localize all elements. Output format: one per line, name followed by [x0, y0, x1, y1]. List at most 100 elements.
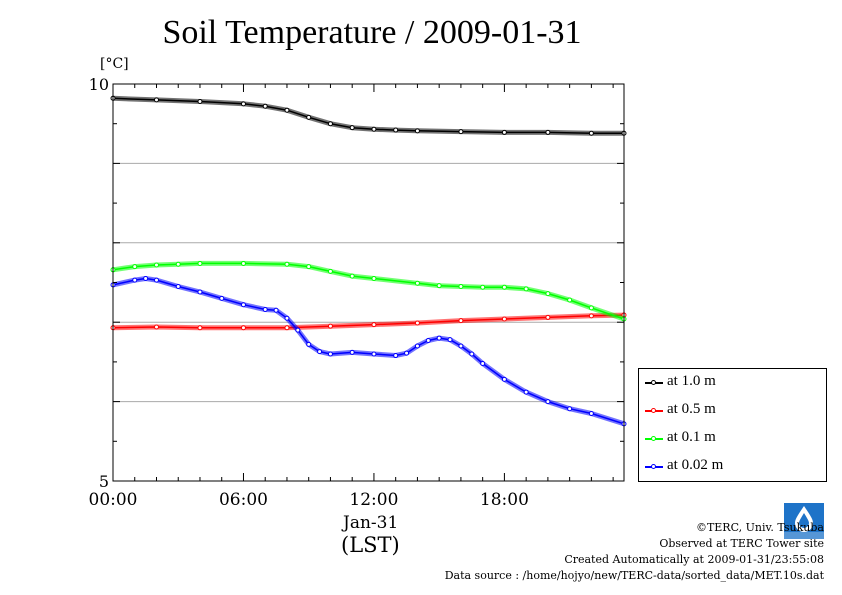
- data-point: [327, 323, 333, 329]
- data-point: [588, 313, 594, 319]
- data-point: [501, 376, 507, 382]
- data-point: [545, 399, 551, 405]
- data-point: [545, 314, 551, 320]
- data-point: [153, 277, 159, 283]
- terc-logo-icon: [784, 503, 824, 539]
- data-point: [317, 349, 323, 355]
- data-point: [143, 276, 149, 282]
- data-point: [175, 261, 181, 267]
- data-point: [425, 337, 431, 343]
- data-point: [458, 343, 464, 349]
- data-point: [414, 280, 420, 286]
- data-point: [349, 349, 355, 355]
- y-tick-label: 10: [89, 75, 109, 94]
- data-point: [371, 322, 377, 328]
- data-point: [414, 128, 420, 134]
- data-point: [393, 353, 399, 359]
- legend-marker-icon: [651, 380, 656, 385]
- legend-label: at 0.5 m: [667, 401, 716, 417]
- data-point: [153, 324, 159, 330]
- legend-marker-icon: [651, 436, 656, 441]
- data-point: [349, 273, 355, 279]
- site-text: Observed at TERC Tower site: [659, 537, 824, 550]
- data-point: [371, 276, 377, 282]
- data-point: [197, 98, 203, 104]
- data-point: [327, 121, 333, 127]
- data-point: [414, 320, 420, 326]
- data-point: [458, 318, 464, 324]
- data-point: [327, 351, 333, 357]
- x-tick-label: 12:00: [349, 490, 398, 510]
- data-point: [567, 406, 573, 412]
- data-point: [588, 411, 594, 417]
- created-text: Created Automatically at 2009-01-31/23:5…: [564, 553, 824, 566]
- data-point: [306, 341, 312, 347]
- data-point: [393, 127, 399, 133]
- data-point: [197, 289, 203, 295]
- data-point: [240, 101, 246, 107]
- data-point: [132, 277, 138, 283]
- x-tick-label: 06:00: [219, 490, 268, 510]
- data-point: [545, 129, 551, 135]
- credits-block: ©TERC, Univ. Tsukuba Observed at TERC To…: [445, 520, 824, 584]
- data-point: [197, 325, 203, 331]
- plot-frame: [112, 83, 625, 482]
- data-point: [447, 337, 453, 343]
- legend-label: at 0.02 m: [667, 457, 724, 473]
- series-band: [112, 95, 624, 136]
- legend: at 1.0 m at 0.5 m at 0.1 m at 0.02 m: [638, 368, 827, 482]
- y-tick-label: 5: [99, 472, 109, 491]
- data-point: [371, 351, 377, 357]
- legend-label: at 0.1 m: [667, 429, 716, 445]
- data-point: [219, 295, 225, 301]
- data-point: [414, 343, 420, 349]
- data-point: [480, 360, 486, 366]
- legend-marker-icon: [651, 464, 656, 469]
- data-point: [545, 291, 551, 297]
- data-point: [284, 325, 290, 331]
- data-point: [349, 125, 355, 131]
- data-point: [436, 283, 442, 289]
- data-point: [197, 260, 203, 266]
- data-point: [306, 264, 312, 270]
- data-point: [132, 264, 138, 270]
- data-point: [480, 284, 486, 290]
- data-point: [284, 107, 290, 113]
- data-point: [469, 351, 475, 357]
- data-point: [153, 97, 159, 103]
- x-tick-label: 00:00: [89, 490, 138, 510]
- data-point: [240, 302, 246, 308]
- data-point: [436, 335, 442, 341]
- data-point: [240, 325, 246, 331]
- chart-title: Soil Temperature / 2009-01-31: [162, 14, 582, 51]
- source-text: Data source : /home/hojyo/new/TERC-data/…: [444, 569, 824, 582]
- data-point: [240, 260, 246, 266]
- data-point: [175, 283, 181, 289]
- x-tick-label: 18:00: [480, 490, 529, 510]
- data-point: [327, 268, 333, 274]
- legend-marker-icon: [651, 408, 656, 413]
- data-point: [567, 297, 573, 303]
- data-point: [523, 286, 529, 292]
- data-point: [306, 114, 312, 120]
- data-point: [153, 262, 159, 268]
- data-point: [371, 126, 377, 132]
- data-point: [284, 261, 290, 267]
- data-point: [588, 305, 594, 311]
- data-point: [262, 306, 268, 312]
- y-unit-label: [°C]: [100, 56, 129, 72]
- data-point: [295, 327, 301, 333]
- data-point: [588, 130, 594, 136]
- series-line: [112, 277, 625, 425]
- data-point: [501, 316, 507, 322]
- data-point: [523, 389, 529, 395]
- legend-label: at 1.0 m: [667, 373, 716, 389]
- x-date-label: Jan-31: [343, 513, 399, 533]
- data-point: [501, 129, 507, 135]
- data-point: [273, 307, 279, 313]
- data-point: [458, 129, 464, 135]
- data-point: [501, 284, 507, 290]
- data-point: [284, 315, 290, 321]
- data-point: [262, 103, 268, 109]
